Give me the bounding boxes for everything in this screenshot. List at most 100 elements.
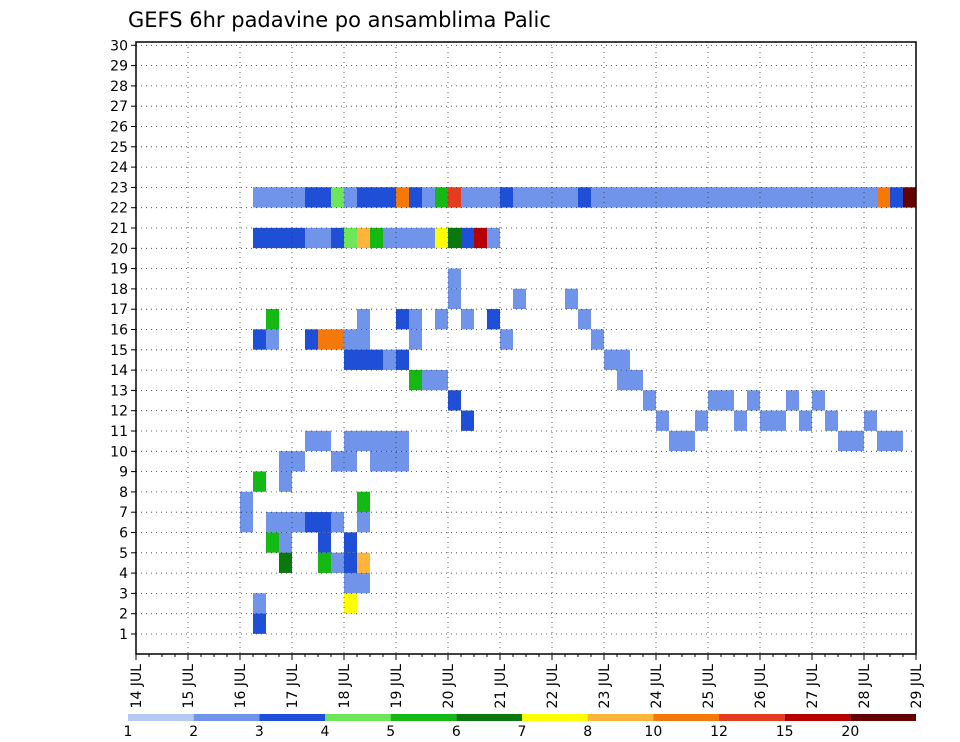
colorbar-label: 2 bbox=[189, 724, 198, 740]
heatmap-cell bbox=[461, 187, 474, 208]
heatmap-cell bbox=[682, 430, 695, 452]
y-tick-label: 11 bbox=[110, 424, 128, 440]
colorbar-swatch bbox=[653, 714, 719, 721]
heatmap-cell bbox=[656, 410, 669, 431]
heatmap-cell bbox=[747, 187, 760, 208]
x-tick-label: 25 JUL bbox=[701, 664, 717, 709]
heatmap-cell bbox=[435, 227, 448, 249]
heatmap-cell bbox=[305, 187, 318, 208]
heatmap-cell bbox=[266, 227, 279, 249]
y-tick-label: 5 bbox=[119, 546, 128, 562]
y-tick-label: 20 bbox=[110, 241, 128, 257]
colorbar-swatch bbox=[193, 714, 260, 721]
y-tick-label: 7 bbox=[119, 505, 128, 521]
y-tick-label: 15 bbox=[110, 343, 128, 359]
heatmap-cell bbox=[357, 430, 370, 452]
heatmap-cell bbox=[760, 187, 773, 208]
x-tick-label: 24 JUL bbox=[649, 664, 665, 709]
heatmap-cell bbox=[344, 572, 357, 594]
heatmap-cell bbox=[461, 227, 474, 249]
y-tick-label: 12 bbox=[110, 404, 128, 420]
heatmap-cell bbox=[318, 552, 331, 573]
heatmap-cell bbox=[422, 187, 435, 208]
colorbar-label: 7 bbox=[518, 724, 527, 740]
heatmap-cell bbox=[448, 187, 461, 208]
heatmap-cell bbox=[292, 227, 305, 249]
heatmap-cell bbox=[773, 410, 786, 431]
heatmap-cell bbox=[357, 572, 370, 594]
heatmap-cell bbox=[487, 187, 500, 208]
colorbar-legend: 1 2 3 4 5 6 7 8 10 12 15 20 bbox=[124, 714, 916, 740]
heatmap-cell bbox=[396, 309, 409, 330]
y-tick-label: 19 bbox=[110, 262, 128, 278]
heatmap-cell bbox=[331, 451, 344, 472]
heatmap-cell bbox=[383, 349, 396, 370]
heatmap-cell bbox=[396, 187, 409, 208]
heatmap-cell bbox=[903, 187, 916, 208]
y-tick-label: 1 bbox=[119, 627, 128, 643]
heatmap-cell bbox=[344, 187, 357, 208]
colorbar-swatch bbox=[719, 714, 785, 721]
heatmap-cell bbox=[318, 187, 331, 208]
heatmap-cell bbox=[253, 613, 266, 634]
heatmap-cell bbox=[240, 491, 253, 513]
heatmap-cell bbox=[318, 512, 331, 533]
heatmap-cell bbox=[474, 227, 487, 249]
x-tick-label: 26 JUL bbox=[753, 664, 769, 709]
colorbar-swatch bbox=[522, 714, 588, 721]
heatmap-cell bbox=[851, 430, 864, 452]
y-axis: 1234567891011121314151617181920212223242… bbox=[110, 38, 136, 643]
colorbar-swatch bbox=[390, 714, 457, 721]
heatmap-cell bbox=[708, 390, 721, 411]
heatmap-cell bbox=[357, 309, 370, 330]
heatmap-cell bbox=[253, 593, 266, 614]
heatmap-cell bbox=[279, 227, 292, 249]
heatmap-cell bbox=[240, 512, 253, 533]
heatmap-cell bbox=[643, 187, 656, 208]
heatmap-cell bbox=[760, 410, 773, 431]
y-tick-label: 22 bbox=[110, 201, 128, 217]
heatmap-cell bbox=[682, 187, 695, 208]
y-tick-label: 6 bbox=[119, 526, 128, 542]
heatmap-cell bbox=[318, 532, 331, 553]
heatmap-cell bbox=[448, 288, 461, 310]
heatmap-cell bbox=[799, 410, 812, 431]
heatmap-cell bbox=[279, 471, 292, 492]
heatmap-cell bbox=[890, 187, 903, 208]
heatmap-cell bbox=[695, 410, 708, 431]
heatmap-cell bbox=[864, 187, 877, 208]
heatmap-cell bbox=[734, 187, 747, 208]
heatmap-cell bbox=[877, 187, 890, 208]
heatmap-cell bbox=[786, 187, 799, 208]
x-tick-label: 21 JUL bbox=[493, 664, 509, 709]
heatmap-cell bbox=[539, 187, 552, 208]
heatmap-cell bbox=[786, 390, 799, 411]
heatmap-cell bbox=[253, 227, 266, 249]
heatmap-cell bbox=[253, 187, 266, 208]
heatmap-cell bbox=[383, 451, 396, 472]
heatmap-cell bbox=[305, 430, 318, 452]
heatmap-cell bbox=[266, 309, 279, 330]
heatmap-cell bbox=[331, 227, 344, 249]
x-tick-label: 19 JUL bbox=[389, 664, 405, 709]
heatmap-cell bbox=[435, 187, 448, 208]
heatmap-cell bbox=[565, 288, 578, 310]
heatmap-cell bbox=[357, 349, 370, 370]
colorbar-label: 5 bbox=[386, 724, 395, 740]
heatmap-cell bbox=[734, 410, 747, 431]
heatmap-cell bbox=[383, 430, 396, 452]
x-tick-label: 17 JUL bbox=[285, 664, 301, 709]
heatmap-cell bbox=[461, 410, 474, 431]
heatmap-cell bbox=[344, 329, 357, 350]
y-tick-label: 16 bbox=[110, 323, 128, 339]
colorbar-label: 6 bbox=[452, 724, 461, 740]
heatmap-cell bbox=[500, 329, 513, 350]
heatmap-cell bbox=[383, 187, 396, 208]
y-tick-label: 25 bbox=[110, 140, 128, 156]
heatmap-cell bbox=[474, 187, 487, 208]
heatmap-cell bbox=[552, 187, 565, 208]
heatmap-cell bbox=[487, 309, 500, 330]
heatmap-cell bbox=[721, 390, 734, 411]
heatmap-cell bbox=[630, 369, 643, 391]
